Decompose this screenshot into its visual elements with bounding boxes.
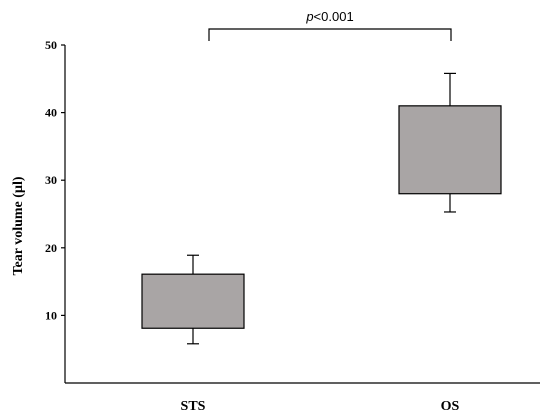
y-tick-label: 40 [45, 106, 57, 120]
bracket-line [208, 28, 452, 41]
box-rect [141, 273, 245, 329]
y-tick-label: 10 [45, 308, 57, 322]
box-rect [398, 105, 502, 195]
y-axis: 10 20 30 40 50 [45, 38, 66, 383]
box-os [398, 72, 502, 213]
x-axis: STS OS [65, 382, 540, 414]
y-tick-label: 20 [45, 241, 57, 255]
box-sts [141, 254, 245, 345]
p-symbol: p [305, 9, 313, 24]
x-tick-label: OS [441, 399, 460, 414]
p-value: <0.001 [314, 9, 354, 24]
x-tick-label: STS [181, 399, 206, 414]
y-axis-label: Tear volume (µl) [11, 176, 26, 275]
significance-bracket [208, 28, 452, 41]
y-tick-label: 30 [45, 173, 57, 187]
boxes [141, 72, 502, 345]
y-tick-label: 50 [45, 38, 57, 52]
p-value-annotation: p<0.001 [305, 9, 353, 24]
